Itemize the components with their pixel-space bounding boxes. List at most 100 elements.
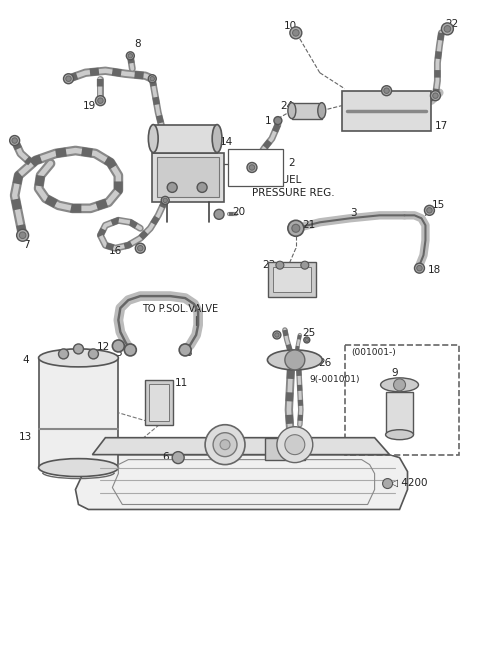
Text: 2: 2 xyxy=(288,159,295,169)
Circle shape xyxy=(59,349,69,359)
Bar xyxy=(342,91,432,131)
Text: 23: 23 xyxy=(262,260,275,270)
Text: 1: 1 xyxy=(310,102,316,113)
Circle shape xyxy=(19,232,26,239)
Circle shape xyxy=(214,209,224,219)
Circle shape xyxy=(305,338,309,342)
Text: 15: 15 xyxy=(432,200,444,211)
Bar xyxy=(38,358,119,468)
Polygon shape xyxy=(93,438,390,455)
Circle shape xyxy=(96,96,106,106)
Text: 22: 22 xyxy=(445,19,459,29)
Circle shape xyxy=(88,349,98,359)
Circle shape xyxy=(415,263,424,273)
Bar xyxy=(157,157,219,197)
Text: 21: 21 xyxy=(302,220,315,230)
Circle shape xyxy=(394,379,406,391)
Bar xyxy=(152,152,224,202)
Circle shape xyxy=(432,93,438,98)
Bar xyxy=(145,380,173,424)
Circle shape xyxy=(277,426,313,462)
Circle shape xyxy=(444,26,451,32)
Text: TO P.SOL.VALVE: TO P.SOL.VALVE xyxy=(142,304,218,314)
Bar xyxy=(265,438,305,460)
Text: PRESSURE REG.: PRESSURE REG. xyxy=(252,188,335,198)
Text: (001001-): (001001-) xyxy=(352,348,396,357)
Circle shape xyxy=(427,207,432,213)
Circle shape xyxy=(285,350,305,370)
Circle shape xyxy=(274,117,282,125)
Circle shape xyxy=(417,266,422,271)
Bar xyxy=(268,262,316,297)
Circle shape xyxy=(276,261,284,269)
Circle shape xyxy=(442,23,454,35)
Circle shape xyxy=(167,182,177,192)
Circle shape xyxy=(148,75,156,83)
Text: 12: 12 xyxy=(96,342,109,352)
Circle shape xyxy=(290,27,302,39)
Text: ◁ 4200: ◁ 4200 xyxy=(390,478,427,487)
Circle shape xyxy=(384,88,389,93)
Circle shape xyxy=(213,433,237,457)
Circle shape xyxy=(128,54,132,58)
Text: 20: 20 xyxy=(232,207,245,217)
Text: 25: 25 xyxy=(302,328,315,338)
Ellipse shape xyxy=(385,430,413,440)
Bar xyxy=(273,267,311,292)
Text: 6: 6 xyxy=(162,451,169,462)
Bar xyxy=(228,148,283,186)
Circle shape xyxy=(220,440,230,449)
Circle shape xyxy=(163,198,168,203)
Text: 14: 14 xyxy=(220,136,233,146)
Bar xyxy=(385,392,413,434)
Text: 13: 13 xyxy=(19,432,32,441)
Circle shape xyxy=(424,205,434,215)
Bar xyxy=(345,345,459,455)
Circle shape xyxy=(304,337,310,343)
Text: TO FUEL: TO FUEL xyxy=(258,175,301,186)
Text: 5: 5 xyxy=(115,348,122,358)
Ellipse shape xyxy=(267,350,322,370)
Circle shape xyxy=(112,340,124,352)
Circle shape xyxy=(161,196,169,205)
Circle shape xyxy=(126,52,134,60)
Text: 18: 18 xyxy=(428,265,441,275)
Circle shape xyxy=(97,98,103,104)
Text: 8: 8 xyxy=(134,39,141,49)
Ellipse shape xyxy=(148,125,158,152)
Circle shape xyxy=(275,333,279,337)
Ellipse shape xyxy=(38,459,119,476)
Ellipse shape xyxy=(381,378,419,392)
Circle shape xyxy=(63,73,73,84)
Ellipse shape xyxy=(318,102,326,119)
Circle shape xyxy=(273,331,281,339)
Text: 11: 11 xyxy=(175,378,189,388)
Circle shape xyxy=(247,163,257,173)
Circle shape xyxy=(431,91,441,100)
Circle shape xyxy=(66,76,71,81)
Text: 17: 17 xyxy=(434,121,448,131)
Circle shape xyxy=(205,424,245,464)
Circle shape xyxy=(383,479,393,489)
Bar xyxy=(153,125,217,152)
Circle shape xyxy=(249,165,255,170)
Circle shape xyxy=(179,344,191,356)
Circle shape xyxy=(124,344,136,356)
Circle shape xyxy=(285,435,305,455)
Circle shape xyxy=(292,30,299,36)
Circle shape xyxy=(172,451,184,464)
Ellipse shape xyxy=(288,102,296,119)
Circle shape xyxy=(292,224,300,232)
Text: 9(-001001): 9(-001001) xyxy=(310,375,360,384)
Ellipse shape xyxy=(212,125,222,152)
Text: 1: 1 xyxy=(265,115,272,125)
Polygon shape xyxy=(75,455,408,510)
Text: 19: 19 xyxy=(83,100,96,111)
Text: 26: 26 xyxy=(318,358,331,368)
Text: 16: 16 xyxy=(108,246,121,256)
Text: 9: 9 xyxy=(392,368,398,378)
Text: 5: 5 xyxy=(185,348,192,358)
Circle shape xyxy=(138,245,143,251)
Bar xyxy=(292,102,322,119)
Bar xyxy=(149,384,169,420)
